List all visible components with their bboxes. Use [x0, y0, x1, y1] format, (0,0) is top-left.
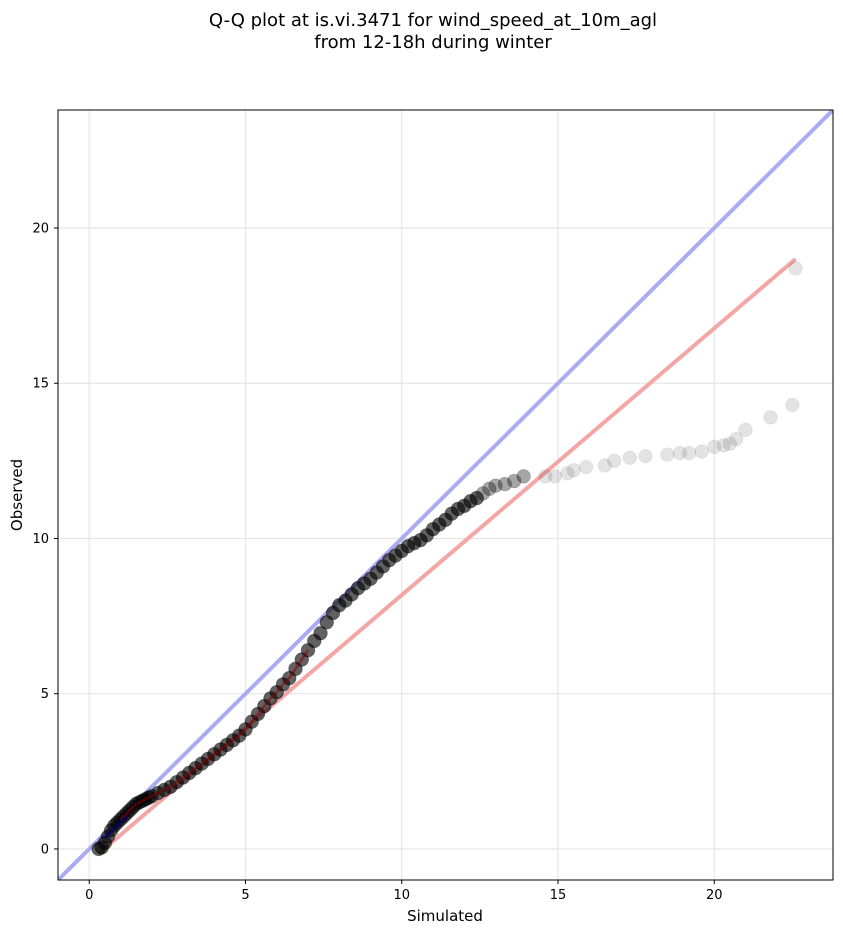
quantile-point	[578, 459, 594, 475]
lower-overlays	[103, 649, 310, 840]
quantile-point	[728, 431, 744, 447]
quantile-point	[497, 476, 513, 492]
quantile-point	[785, 397, 800, 413]
quantile-point	[507, 473, 522, 489]
y-tick-label: 0	[41, 842, 49, 857]
x-tick-label: 15	[550, 888, 567, 903]
plot-frame	[57, 109, 834, 881]
quantile-point	[788, 261, 803, 276]
quantile-point	[488, 478, 503, 493]
y-tick-label: 5	[41, 687, 49, 702]
axis-ticks: 0 5 10 15 20 0 5 10 15 20	[32, 221, 722, 903]
quantile-point	[538, 469, 553, 484]
quantile-point	[607, 453, 622, 469]
quantile-point	[560, 466, 575, 481]
quantile-point	[672, 445, 688, 461]
quantile-point	[722, 436, 738, 451]
quantile-point	[694, 444, 709, 459]
chart-title-line-1: Q-Q plot at is.vi.3471 for wind_speed_at…	[209, 10, 657, 31]
x-tick-label: 5	[241, 888, 249, 903]
x-tick-label: 10	[393, 888, 410, 903]
quantile-point	[660, 447, 675, 462]
y-tick-label: 10	[32, 532, 49, 547]
quantile-point	[716, 438, 731, 453]
y-tick-label: 15	[32, 377, 49, 392]
identity-line	[58, 110, 833, 880]
y-axis-label: Observed	[8, 459, 26, 531]
quantile-point	[547, 469, 563, 484]
quantile-point	[738, 422, 753, 437]
identity-overlay-segment	[103, 815, 128, 840]
quantile-point	[597, 458, 613, 473]
quantile-point	[516, 469, 531, 484]
quantile-point	[313, 625, 328, 641]
quantile-point	[682, 445, 697, 461]
grid-layer	[58, 110, 833, 880]
quantile-point	[482, 481, 497, 496]
x-axis-label: Simulated	[407, 907, 483, 925]
y-tick-label: 20	[32, 221, 49, 236]
x-tick-label: 0	[85, 888, 93, 903]
fit-overlay-segment	[119, 649, 310, 821]
quantile-point	[566, 462, 581, 478]
quantile-point	[469, 490, 484, 506]
quantile-point	[763, 410, 778, 425]
x-tick-label: 20	[706, 888, 723, 903]
chart-title-line-2: from 12-18h during winter	[314, 32, 552, 53]
quantile-point	[707, 439, 722, 455]
quantile-point	[638, 448, 653, 464]
quantile-point	[475, 486, 491, 501]
quantile-point	[622, 450, 638, 465]
